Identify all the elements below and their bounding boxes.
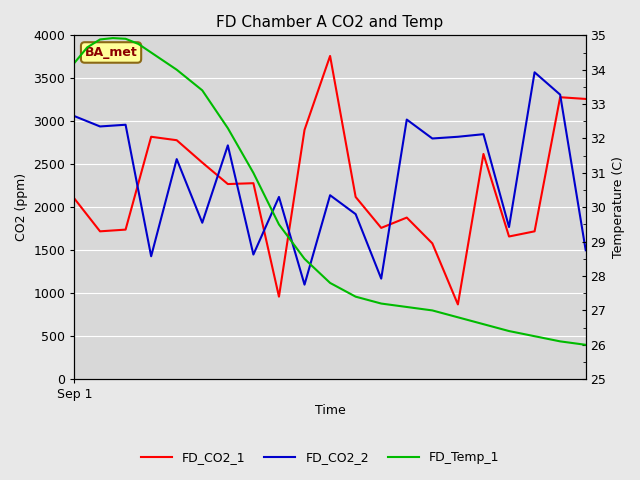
FD_CO2_2 (301, 282, 308, 288)
FD_CO2_1 (403, 215, 411, 220)
FD_Temp_1 (134, 41, 142, 47)
Line: FD_Temp_1: FD_Temp_1 (74, 38, 586, 345)
FD_CO2_1 (173, 137, 180, 143)
FD_CO2_1 (531, 228, 538, 234)
FD_Temp_1 (429, 308, 436, 313)
FD_CO2_1 (96, 228, 104, 234)
FD_CO2_1 (505, 234, 513, 240)
FD_CO2_2 (378, 276, 385, 281)
FD_Temp_1 (352, 294, 360, 300)
FD_CO2_1 (275, 294, 283, 300)
FD_Temp_1 (160, 58, 168, 64)
FD_CO2_2 (403, 117, 411, 122)
FD_Temp_1 (582, 342, 589, 348)
Line: FD_CO2_2: FD_CO2_2 (74, 72, 586, 285)
FD_CO2_2 (531, 70, 538, 75)
FD_CO2_1 (147, 134, 155, 140)
FD_CO2_1 (198, 160, 206, 166)
FD_CO2_2 (198, 220, 206, 226)
FD_Temp_1 (454, 314, 461, 320)
Y-axis label: Temperature (C): Temperature (C) (612, 156, 625, 258)
FD_Temp_1 (173, 67, 180, 72)
FD_CO2_1 (352, 194, 360, 200)
FD_Temp_1 (147, 49, 155, 55)
FD_Temp_1 (479, 321, 487, 327)
FD_CO2_1 (454, 301, 461, 307)
FD_CO2_1 (224, 181, 232, 187)
FD_CO2_2 (352, 211, 360, 217)
FD_CO2_2 (429, 136, 436, 142)
FD_CO2_2 (173, 156, 180, 162)
FD_Temp_1 (109, 35, 116, 41)
FD_Temp_1 (122, 36, 129, 42)
FD_Temp_1 (531, 333, 538, 339)
FD_Temp_1 (301, 256, 308, 262)
FD_CO2_2 (582, 247, 589, 253)
FD_Temp_1 (275, 222, 283, 228)
FD_Temp_1 (403, 304, 411, 310)
FD_Temp_1 (70, 60, 78, 66)
FD_CO2_1 (326, 53, 334, 59)
FD_CO2_2 (505, 224, 513, 230)
Text: BA_met: BA_met (84, 46, 138, 59)
FD_Temp_1 (83, 45, 91, 50)
FD_CO2_2 (275, 194, 283, 200)
FD_Temp_1 (250, 170, 257, 176)
FD_CO2_1 (301, 127, 308, 133)
FD_CO2_1 (582, 96, 589, 102)
Legend: FD_CO2_1, FD_CO2_2, FD_Temp_1: FD_CO2_1, FD_CO2_2, FD_Temp_1 (136, 446, 504, 469)
FD_CO2_1 (556, 95, 564, 100)
X-axis label: Time: Time (315, 404, 346, 417)
FD_CO2_2 (224, 143, 232, 148)
FD_CO2_2 (122, 122, 129, 128)
FD_CO2_2 (70, 113, 78, 119)
FD_CO2_1 (122, 227, 129, 232)
FD_Temp_1 (96, 36, 104, 42)
FD_CO2_1 (479, 151, 487, 157)
FD_CO2_2 (147, 253, 155, 259)
FD_CO2_2 (96, 123, 104, 129)
Title: FD Chamber A CO2 and Temp: FD Chamber A CO2 and Temp (216, 15, 444, 30)
FD_CO2_1 (378, 225, 385, 231)
FD_Temp_1 (556, 338, 564, 344)
FD_CO2_2 (326, 192, 334, 198)
FD_Temp_1 (198, 87, 206, 93)
FD_CO2_1 (429, 240, 436, 246)
FD_Temp_1 (378, 300, 385, 306)
FD_CO2_1 (250, 180, 257, 186)
FD_Temp_1 (326, 280, 334, 286)
FD_CO2_2 (479, 132, 487, 137)
Y-axis label: CO2 (ppm): CO2 (ppm) (15, 173, 28, 241)
FD_CO2_1 (70, 196, 78, 202)
FD_Temp_1 (224, 125, 232, 131)
FD_CO2_2 (454, 134, 461, 140)
Line: FD_CO2_1: FD_CO2_1 (74, 56, 586, 304)
FD_CO2_2 (556, 92, 564, 97)
FD_Temp_1 (505, 328, 513, 334)
FD_CO2_2 (250, 252, 257, 257)
